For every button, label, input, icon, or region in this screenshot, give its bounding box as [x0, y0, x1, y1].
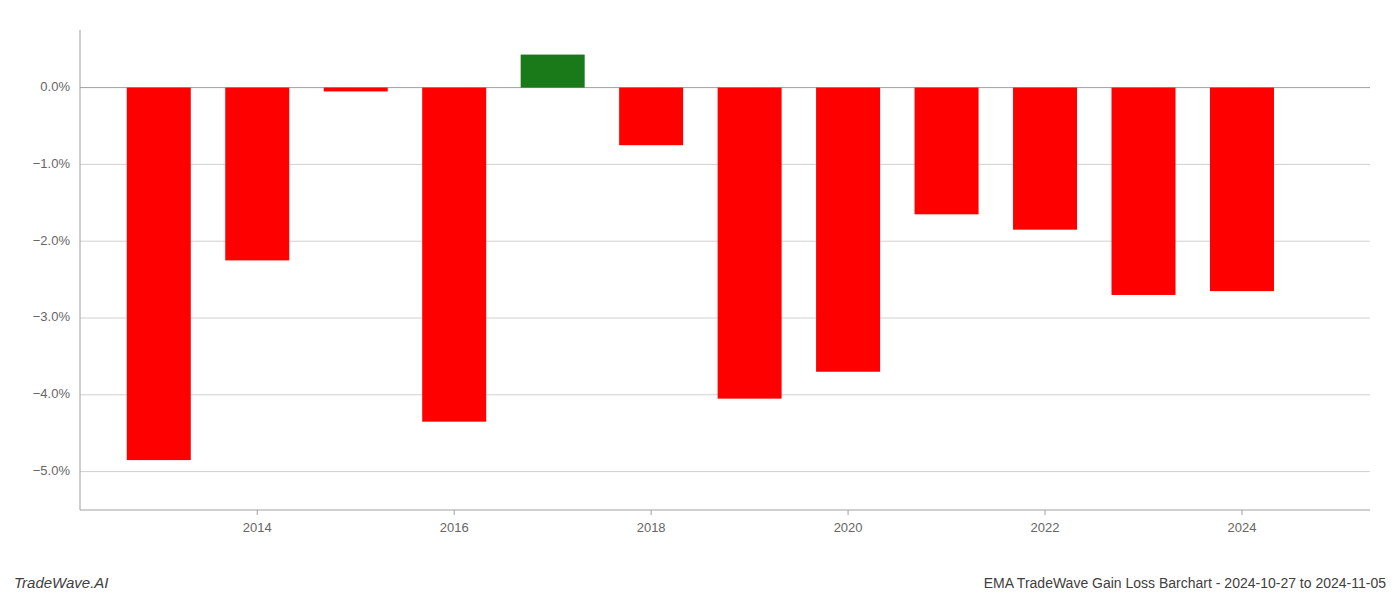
x-tick: [1045, 510, 1046, 515]
y-axis-line: [80, 30, 81, 510]
bar: [422, 88, 486, 422]
x-tick-label: 2024: [1228, 520, 1257, 535]
footer-left: TradeWave.AI: [14, 574, 108, 591]
bar: [521, 55, 585, 88]
background: [0, 0, 1400, 600]
bar: [324, 88, 388, 92]
grid-line: [80, 471, 1370, 472]
footer-right: EMA TradeWave Gain Loss Barchart - 2024-…: [984, 575, 1387, 591]
y-tick-label: −5.0%: [33, 463, 71, 478]
x-axis-line: [80, 510, 1370, 511]
x-tick-label: 2016: [440, 520, 469, 535]
x-tick-label: 2020: [834, 520, 863, 535]
y-tick-label: −1.0%: [33, 156, 71, 171]
y-tick-label: −2.0%: [33, 233, 71, 248]
y-axis: 0.0% −1.0% −2.0% −3.0% −4.0% −5.0%: [33, 79, 1370, 478]
x-tick-label: 2014: [243, 520, 272, 535]
x-tick-label: 2018: [637, 520, 666, 535]
x-tick: [848, 510, 849, 515]
y-tick-label: −4.0%: [33, 386, 71, 401]
bar: [225, 88, 289, 261]
bar: [1210, 88, 1274, 292]
y-tick-label: −3.0%: [33, 309, 71, 324]
bar: [1112, 88, 1176, 295]
chart-container: 0.0%−1.0%−2.0%−3.0%−4.0%−5.0%20142016201…: [0, 0, 1400, 600]
bar: [915, 88, 979, 215]
x-axis: 2014 2016 2018 2020 2022 2024: [243, 510, 1257, 535]
y-tick-label: 0.0%: [40, 79, 70, 94]
bar: [816, 88, 880, 372]
x-tick-label: 2022: [1031, 520, 1060, 535]
x-tick: [1241, 510, 1242, 515]
chart-svg: 0.0%−1.0%−2.0%−3.0%−4.0%−5.0%20142016201…: [0, 0, 1400, 600]
bar: [718, 88, 782, 399]
bars: [127, 55, 1274, 461]
x-tick: [257, 510, 258, 515]
bar: [127, 88, 191, 460]
x-tick: [651, 510, 652, 515]
bar: [1013, 88, 1077, 230]
bar: [619, 88, 683, 146]
x-tick: [454, 510, 455, 515]
